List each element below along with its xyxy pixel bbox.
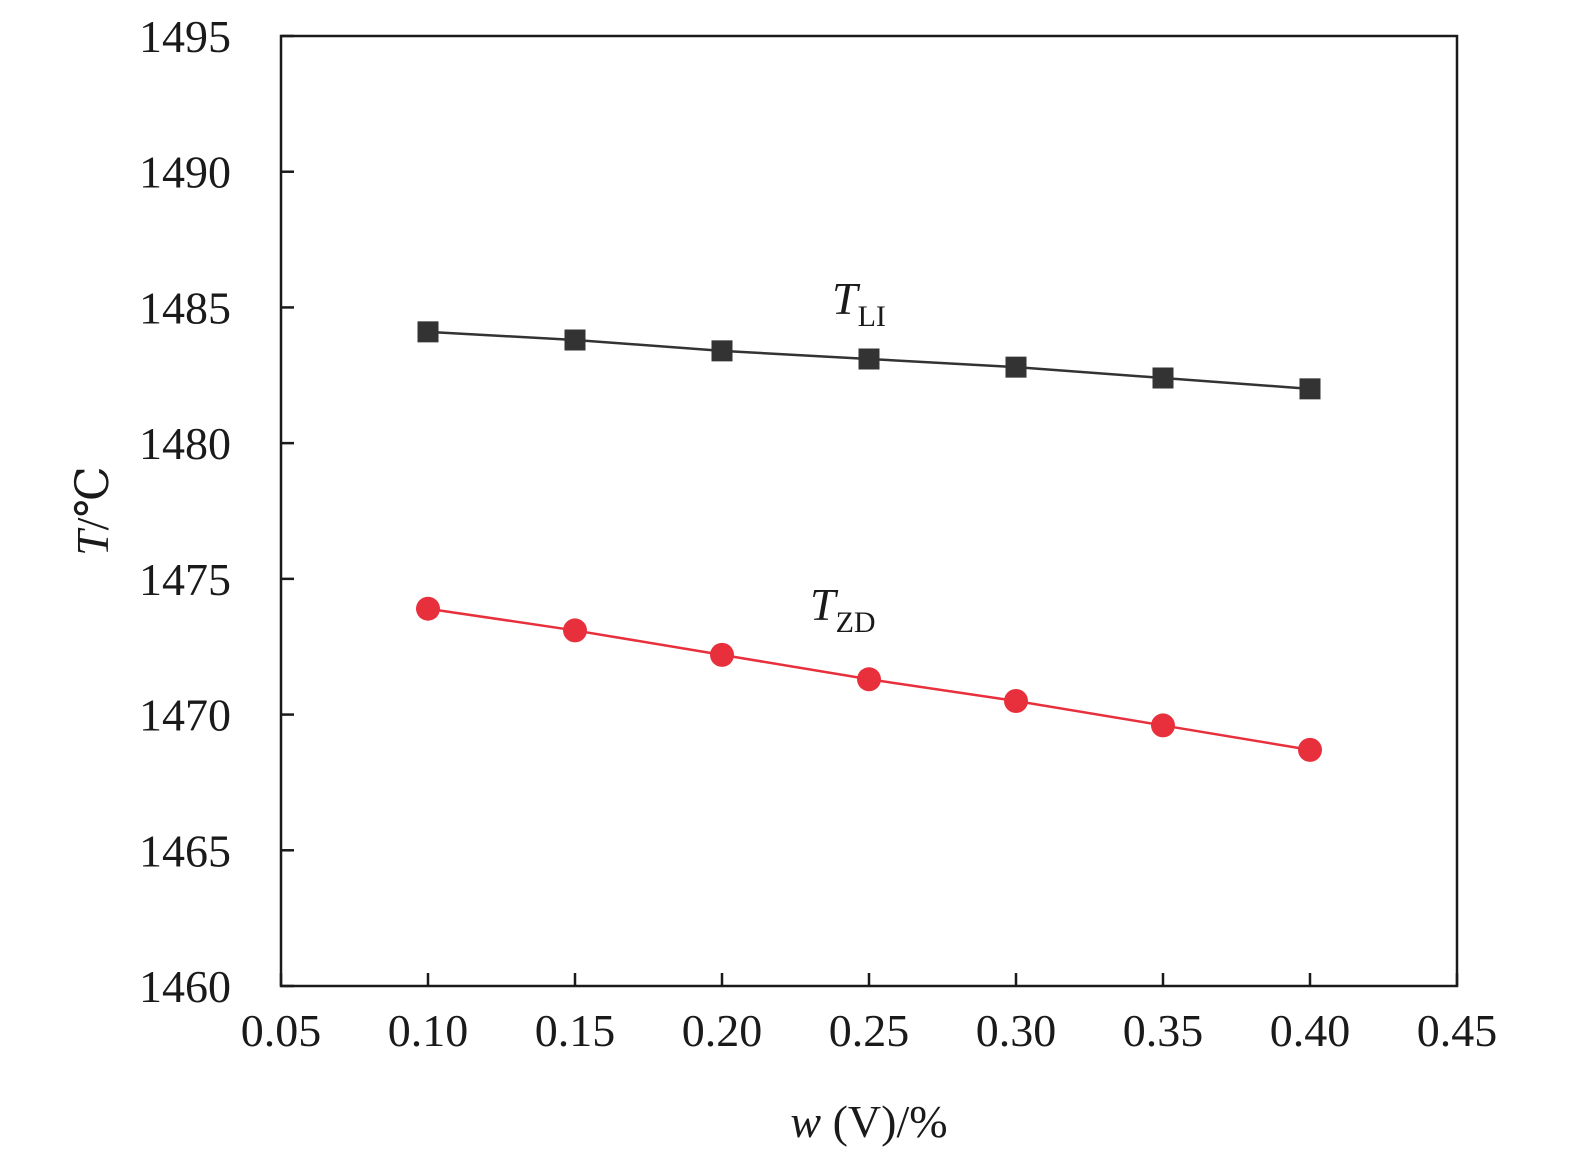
- y-tick-label-0: 1460: [139, 961, 231, 1012]
- x-axis-label: w (V)/%: [790, 1096, 947, 1147]
- series-label-tzd-sub: ZD: [836, 606, 876, 639]
- x-tick-label-1: 0.10: [388, 1005, 469, 1056]
- y-axis-label: T/℃: [67, 466, 118, 556]
- x-tick-label-7: 0.40: [1270, 1005, 1351, 1056]
- point-tzd-6: [1298, 737, 1322, 762]
- y-tick-label-5: 1485: [139, 282, 231, 333]
- x-tick-label-3: 0.20: [682, 1005, 763, 1056]
- x-tick-label-6: 0.35: [1123, 1005, 1204, 1056]
- y-tick-label-4: 1480: [139, 418, 231, 469]
- series-layer: [416, 321, 1322, 762]
- point-tzd-4: [1004, 689, 1028, 713]
- plot-frame: [279, 34, 1459, 988]
- series-label-tli: TLI: [832, 273, 886, 333]
- x-axis-label-text: (V)/%: [821, 1096, 947, 1147]
- point-tzd-1: [563, 618, 587, 643]
- y-tick-label-2: 1470: [139, 690, 231, 741]
- point-tli-6: [1299, 378, 1321, 400]
- series-label-tli-main: T: [832, 273, 861, 324]
- series-tzd: [416, 596, 1322, 762]
- point-tzd-2: [710, 642, 734, 667]
- point-tli-4: [1005, 356, 1027, 378]
- point-tli-5: [1152, 367, 1174, 389]
- series-label-tli-sub: LI: [858, 300, 886, 333]
- x-tick-label-8: 0.45: [1417, 1005, 1498, 1056]
- point-tli-0: [417, 321, 439, 343]
- point-tli-3: [858, 348, 880, 370]
- axis-ticks: 0.05 0.10 0.15 0.20 0.25 0.30 0.35 0.40 0.45 1460…: [139, 11, 1497, 1056]
- point-tzd-0: [416, 596, 440, 621]
- x-tick-label-4: 0.25: [829, 1005, 910, 1056]
- series-tli: [417, 321, 1321, 400]
- point-tli-2: [711, 340, 733, 362]
- y-axis-label-italic: T: [67, 527, 118, 556]
- x-axis-label-italic: w: [790, 1096, 821, 1147]
- y-axis-label-text: /℃: [67, 466, 118, 530]
- y-tick-label-7: 1495: [139, 11, 231, 62]
- series-label-tzd: TZD: [810, 579, 876, 639]
- point-tzd-5: [1151, 713, 1175, 738]
- series-label-tzd-main: T: [810, 579, 839, 630]
- point-tli-1: [564, 329, 586, 351]
- y-tick-label-3: 1475: [139, 554, 231, 605]
- point-tzd-3: [857, 667, 881, 692]
- x-tick-label-2: 0.15: [535, 1005, 616, 1056]
- y-tick-label-1: 1465: [139, 825, 231, 876]
- x-tick-label-0: 0.05: [241, 1005, 322, 1056]
- y-tick-label-6: 1490: [139, 147, 231, 198]
- x-tick-label-5: 0.30: [976, 1005, 1057, 1056]
